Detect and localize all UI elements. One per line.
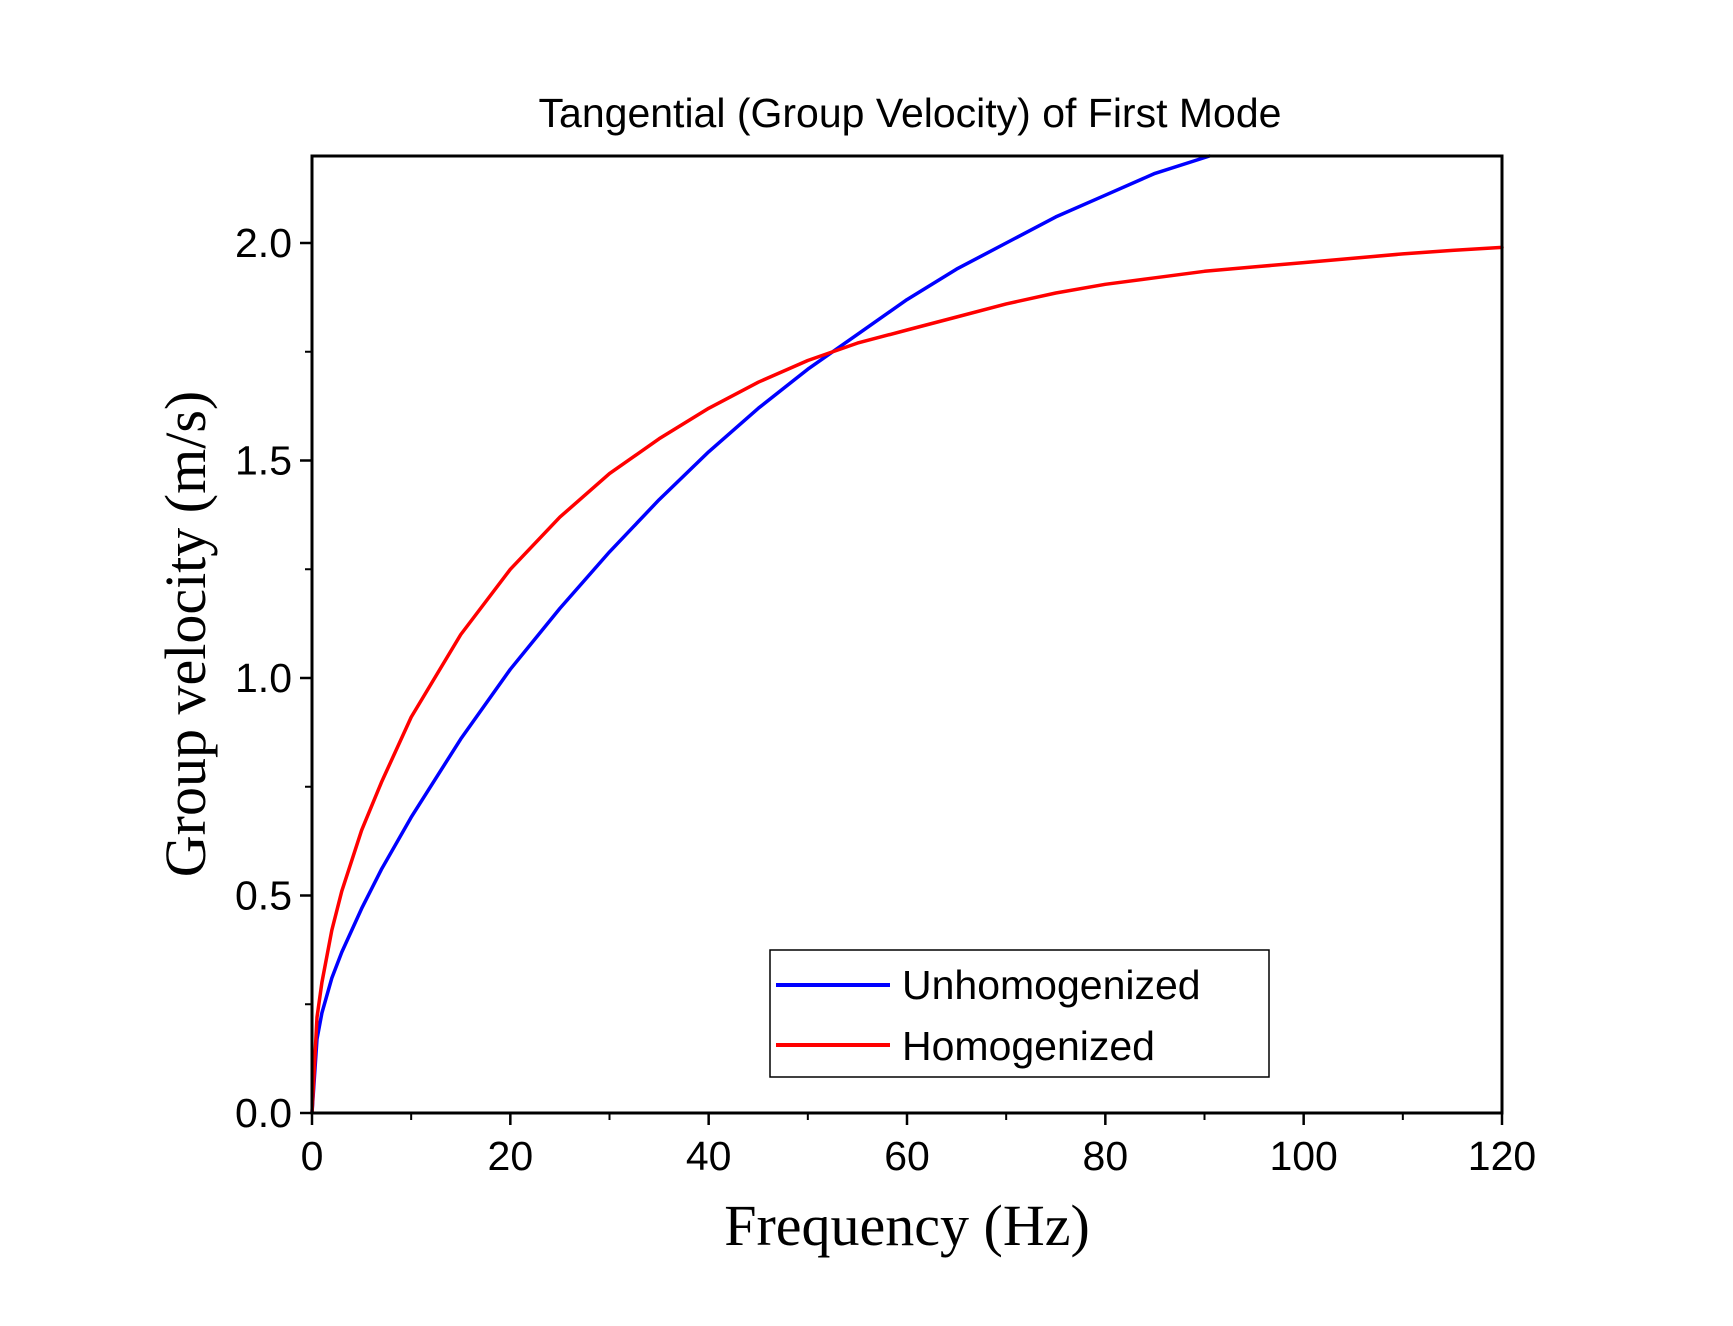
legend-label-homogenized: Homogenized [902,1023,1155,1069]
y-axis-title: Group velocity (m/s) [153,391,218,877]
y-tick-label: 0.0 [235,1090,292,1136]
series-line-unhomogenized [310,154,1212,1115]
x-tick-label: 60 [884,1133,930,1179]
legend-box [769,949,1270,1078]
x-tick-label: 100 [1269,1133,1337,1179]
y-tick-label: 0.5 [235,873,292,919]
x-tick-label: 0 [301,1133,324,1179]
x-tick-label: 120 [1468,1133,1536,1179]
x-tick-label: 80 [1083,1133,1129,1179]
legend: Unhomogenized Homogenized [769,949,1270,1078]
series-layer [310,154,1504,1115]
y-tick-label: 2.0 [235,220,292,266]
ticks-layer: 0 20 40 60 80 100 120 0.0 0.5 1.0 1.5 2.0 [235,220,1536,1179]
chart-title: Tangential (Group Velocity) of First Mod… [539,90,1282,136]
legend-label-unhomogenized: Unhomogenized [902,962,1201,1008]
x-tick-label: 20 [488,1133,534,1179]
series-line-homogenized [310,245,1504,1115]
y-tick-label: 1.0 [235,655,292,701]
y-tick-label: 1.5 [235,438,292,484]
x-tick-label: 40 [686,1133,732,1179]
x-axis-title: Frequency (Hz) [724,1193,1090,1258]
